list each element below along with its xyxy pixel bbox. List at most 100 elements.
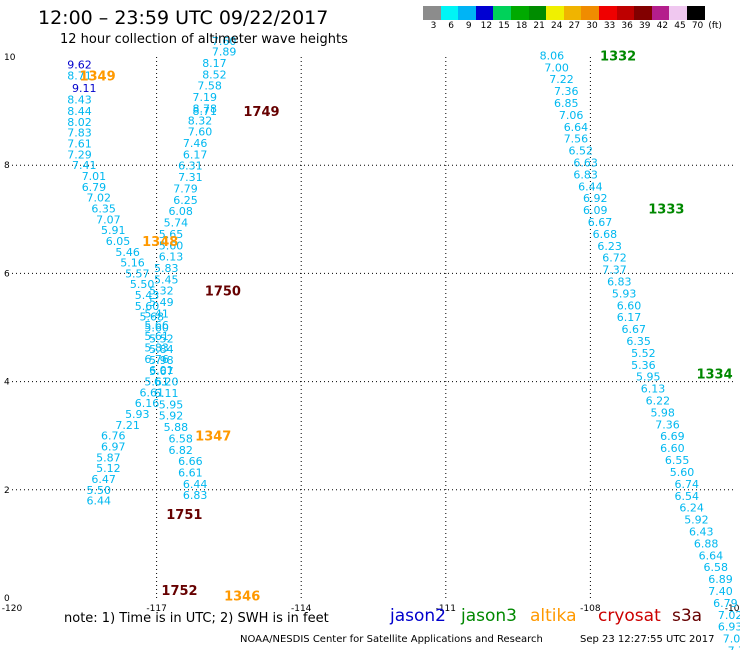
y-tick-label: 0 <box>4 594 10 604</box>
data-label: 7.01 <box>82 170 107 183</box>
scale-label: 9 <box>465 21 472 31</box>
data-label: 8.17 <box>202 57 227 70</box>
data-label: 5.74 <box>164 217 189 230</box>
data-label: 7.31 <box>178 171 203 184</box>
x-tick-label: -117 <box>146 604 166 614</box>
data-label: 7.21 <box>115 419 140 432</box>
data-label: 6.67 <box>622 323 647 336</box>
data-label: 6.55 <box>665 454 690 467</box>
data-label: 8.71 <box>67 69 92 82</box>
color-scale <box>423 6 705 20</box>
data-label: 6.92 <box>583 192 608 205</box>
data-label: 7.36 <box>554 85 579 98</box>
data-label: 5.91 <box>101 224 126 237</box>
data-label: 5.93 <box>125 408 150 421</box>
scale-label: 30 <box>586 21 598 31</box>
data-label: 7.89 <box>212 46 237 59</box>
chart-title: 12:00 – 23:59 UTC 09/22/2017 <box>38 7 329 29</box>
data-label: 6.24 <box>679 502 704 515</box>
data-label: 6.31 <box>178 160 203 173</box>
scale-swatch <box>475 6 494 20</box>
data-label: 7.83 <box>67 127 92 140</box>
data-label: 6.61 <box>178 466 203 479</box>
scale-label: 6 <box>448 21 455 31</box>
time-label: 1347 <box>195 430 231 445</box>
scale-swatch <box>616 6 635 20</box>
data-label: 5.52 <box>631 347 656 360</box>
data-label: 6.23 <box>597 240 622 253</box>
data-label: 5.95 <box>636 371 661 384</box>
time-label: 1348 <box>142 235 178 250</box>
data-label: 6.13 <box>641 383 666 396</box>
data-label: 5.95 <box>159 398 184 411</box>
data-label: 7.02 <box>718 609 740 622</box>
data-label: 6.17 <box>183 148 208 161</box>
data-label: 5.92 <box>159 410 184 423</box>
data-label: 7.02 <box>87 192 112 205</box>
y-tick-label: 8 <box>4 161 10 171</box>
data-label: 6.61 <box>140 386 165 399</box>
data-label: 7.60 <box>212 35 237 48</box>
legend-altika: altika <box>530 606 577 626</box>
legend-jason2: jason2 <box>390 606 446 626</box>
data-label: 9.62 <box>67 59 92 72</box>
data-label: 5.46 <box>115 246 140 259</box>
data-label: 6.82 <box>168 444 193 457</box>
x-tick-label: -114 <box>291 604 312 614</box>
data-label: 6.76 <box>144 353 169 366</box>
data-label: 6.76 <box>101 430 126 443</box>
data-label: 6.67 <box>588 216 613 229</box>
data-label: 7.79 <box>173 182 198 195</box>
data-label: 7.22 <box>549 73 574 86</box>
scale-swatch <box>510 6 529 20</box>
y-tick-label: 10 <box>4 53 16 63</box>
y-tick-label: 6 <box>4 269 10 279</box>
data-label: 6.43 <box>689 525 714 538</box>
data-label: 5.92 <box>684 514 709 527</box>
scale-swatch <box>669 6 687 20</box>
data-label: 7.06 <box>559 109 584 122</box>
data-label: 7.37 <box>602 264 627 277</box>
data-label: 6.01 <box>149 364 174 377</box>
data-label: 5.84 <box>149 343 174 356</box>
data-label: 5.83 <box>144 342 169 355</box>
data-label: 5.36 <box>631 359 656 372</box>
data-label: 6.83 <box>607 276 632 289</box>
data-label: 8.32 <box>188 114 213 127</box>
data-label: 5.50 <box>87 484 112 497</box>
data-label: 6.54 <box>675 490 700 503</box>
scale-label: 36 <box>621 21 633 31</box>
data-label: 5.66 <box>144 319 169 332</box>
scale-label: (ft) <box>708 21 722 31</box>
data-label: 8.06 <box>540 49 565 62</box>
scale-swatch <box>528 6 547 20</box>
data-label: 5.12 <box>96 462 121 475</box>
data-label: 5.88 <box>164 421 189 434</box>
data-label: 6.44 <box>87 495 112 508</box>
data-label: 6.35 <box>91 202 116 215</box>
data-label: 7.58 <box>197 80 222 93</box>
y-tick-label: 2 <box>4 486 10 496</box>
time-label: 1750 <box>205 285 241 300</box>
data-label: 7.56 <box>564 133 589 146</box>
data-label: 5.60 <box>670 466 695 479</box>
data-label: 7.61 <box>67 138 92 151</box>
data-label: 6.60 <box>660 442 685 455</box>
data-label: 5.57 <box>125 267 150 280</box>
scale-label: 12 <box>480 21 493 31</box>
data-label: 7.07 <box>96 213 121 226</box>
data-label: 6.08 <box>168 205 193 218</box>
time-label: 1751 <box>166 508 202 523</box>
data-label: 6.83 <box>573 168 598 181</box>
data-label: 8.52 <box>202 68 227 81</box>
note-text: note: 1) Time is in UTC; 2) SWH is in fe… <box>64 611 329 626</box>
x-tick-label: -108 <box>580 604 601 614</box>
data-label: 6.69 <box>660 430 685 443</box>
data-label: 7.41 <box>72 159 97 172</box>
data-label: 6.79 <box>713 597 738 610</box>
data-label: 5.67 <box>149 365 174 378</box>
data-label: 6.09 <box>583 204 608 217</box>
data-label: 6.97 <box>101 441 126 454</box>
data-label: 6.22 <box>646 395 671 408</box>
data-label: 7.29 <box>67 148 92 161</box>
